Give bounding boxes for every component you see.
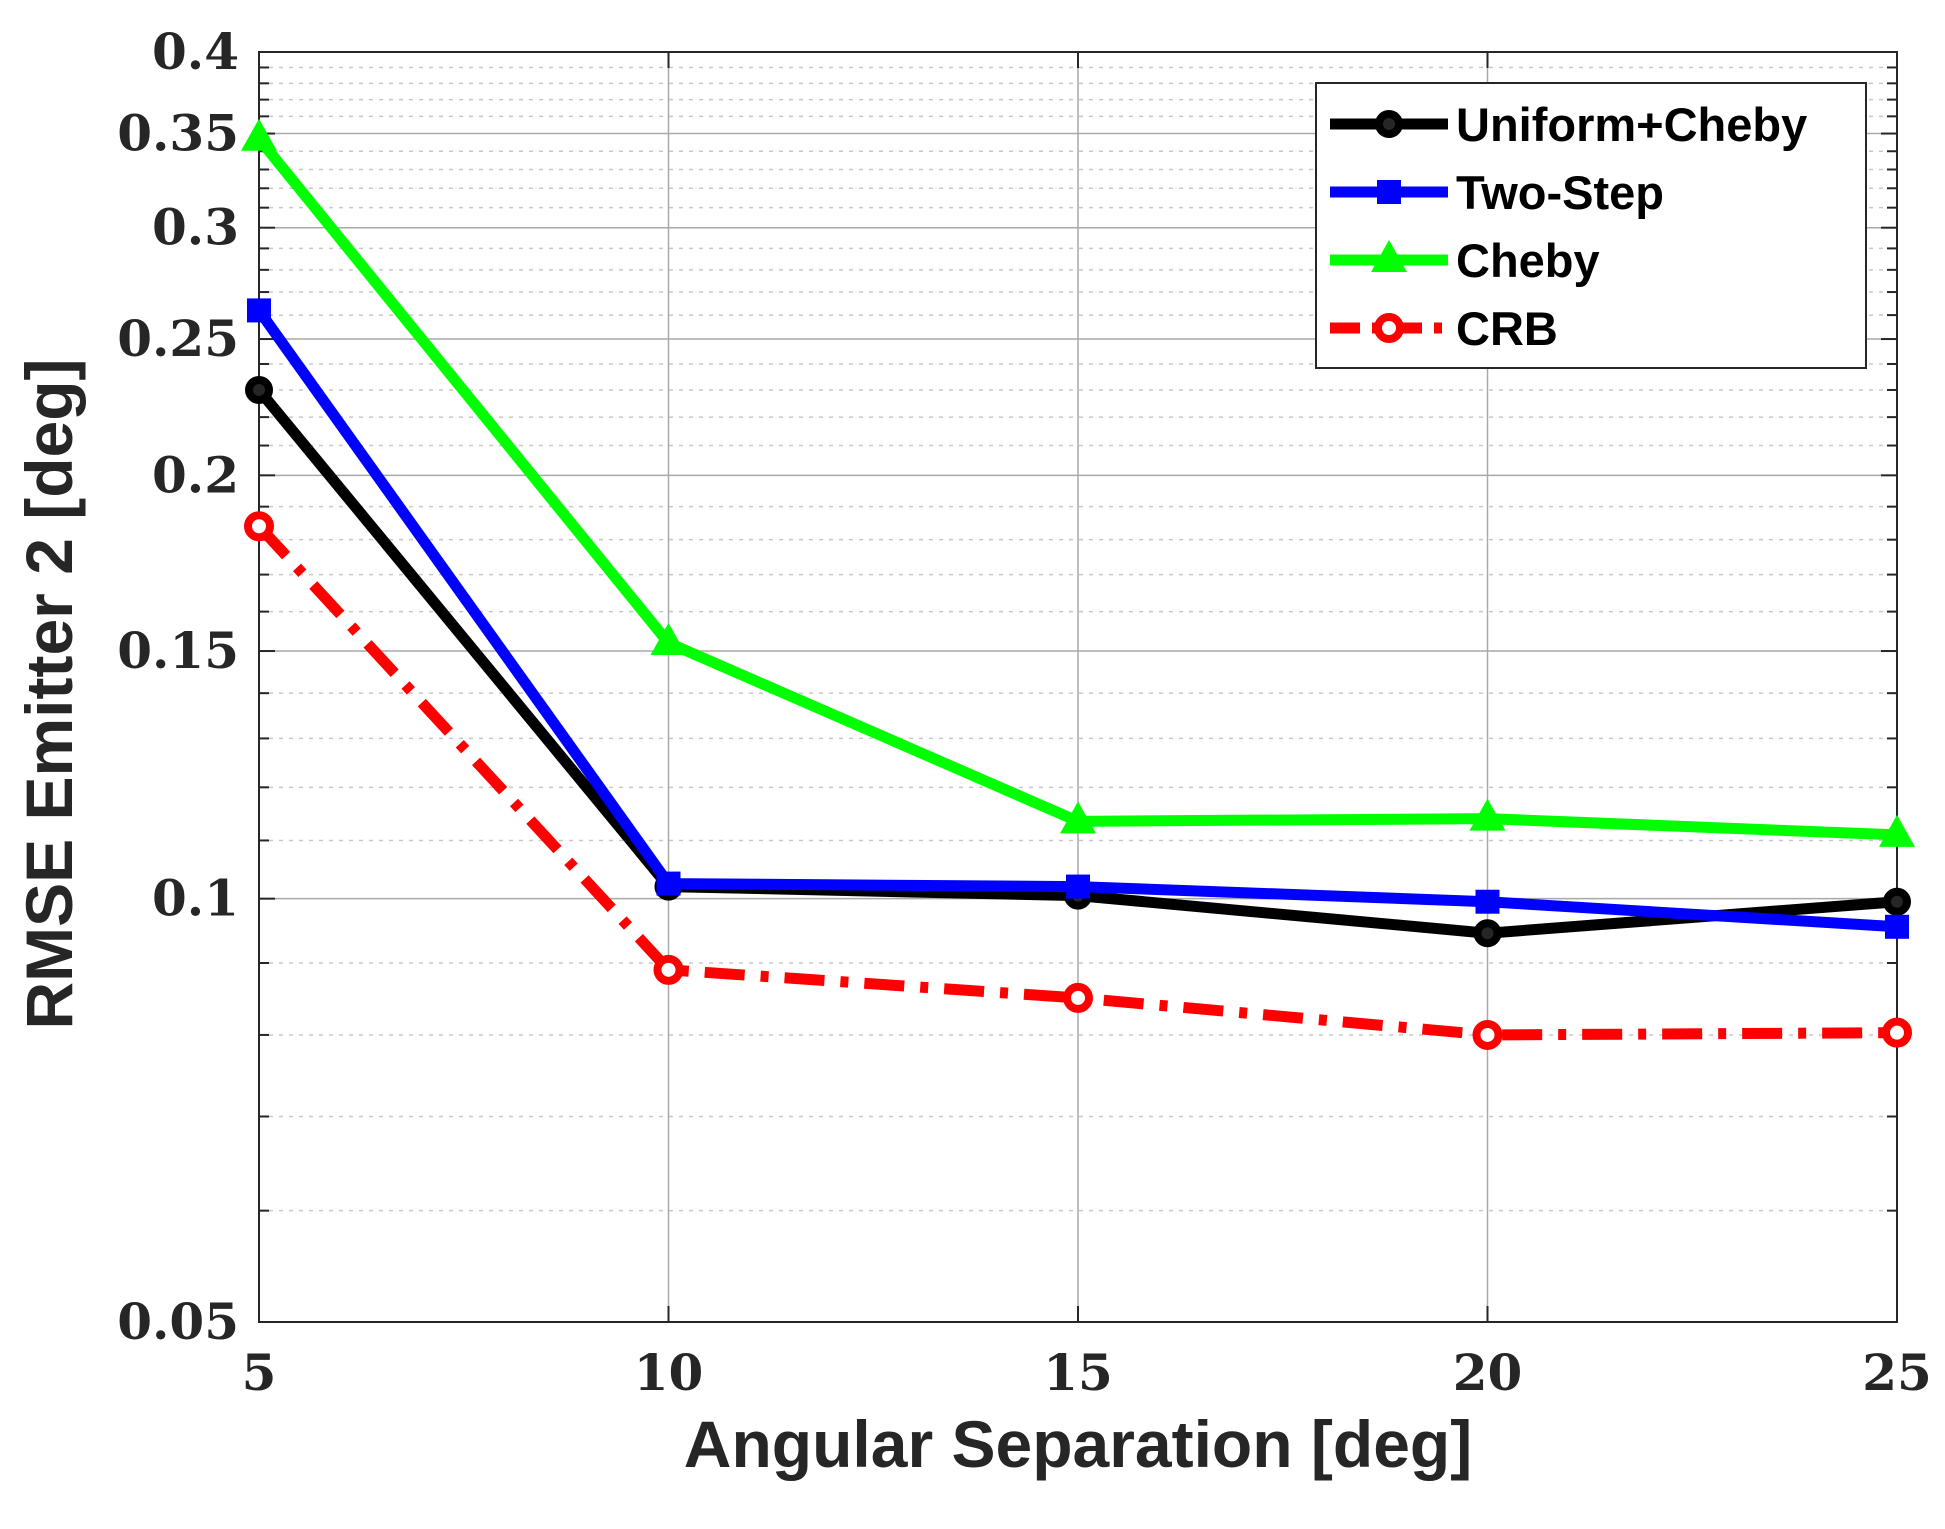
x-tick-label: 5 [242,1343,277,1402]
uniform-cheby-point-highlight [1891,895,1903,908]
y-tick-label: 0.05 [117,1292,239,1351]
cheby-point [1060,801,1096,834]
two-step-point [247,298,271,323]
two-step-point [1475,889,1500,914]
uniform-cheby-point [1473,919,1502,948]
two-step-point [1885,914,1909,939]
uniform-cheby-point [1883,887,1911,916]
cheby-point [1371,240,1407,272]
y-tick-label: 0.1 [152,869,239,928]
crb-line [254,522,1898,1041]
tick-labels: 0.05 0.1 0.15 0.2 0.25 0.3 0.35 0.4 5 10 15 20 25 [117,22,1932,1402]
crb-point [244,511,274,542]
cheby-point [241,118,277,151]
legend-crb-label: CRB [1456,302,1558,355]
uniform-cheby-point [1375,110,1403,138]
uniform-cheby-point [245,375,273,404]
crb-point [653,954,684,985]
y-tick-label: 0.4 [152,22,239,81]
uniform-cheby-point-highlight [253,383,265,396]
crb-point [1882,1017,1912,1048]
y-axis-title: RMSE Emitter 2 [deg] [12,358,86,1029]
y-tick-label: 0.3 [152,198,239,257]
uniform-cheby-point-highlight [1481,927,1494,940]
legend-uniform-cheby-label: Uniform+Cheby [1456,98,1807,151]
cheby-point [1879,814,1915,847]
x-tick-label: 20 [1453,1343,1523,1402]
series-layer [241,118,1915,1050]
crb-point [1472,1019,1503,1050]
cheby-point [1469,798,1506,831]
legend-box [1315,82,1867,369]
x-tick-label: 15 [1043,1343,1113,1402]
x-tick-label: 10 [634,1343,704,1402]
uniform-cheby-point-highlight [1383,118,1395,130]
two-step-point [1377,180,1401,204]
two-step-point [1066,874,1090,899]
crb-point [1063,982,1093,1013]
y-tick-label: 0.25 [117,309,239,368]
y-tick-label: 0.15 [117,621,239,680]
legend-cheby-label: Cheby [1456,234,1600,287]
crb-point [1374,313,1404,343]
two-step-point [656,871,681,896]
y-tick-label: 0.2 [152,445,239,504]
cheby-point [650,622,687,655]
x-tick-label: 25 [1862,1343,1932,1402]
legend: Uniform+Cheby Two-Step Cheby CRB [1315,82,1867,369]
y-tick-label: 0.35 [117,104,239,163]
x-axis-title: Angular Separation [deg] [684,1407,1472,1481]
legend-two-step-label: Two-Step [1456,166,1664,219]
